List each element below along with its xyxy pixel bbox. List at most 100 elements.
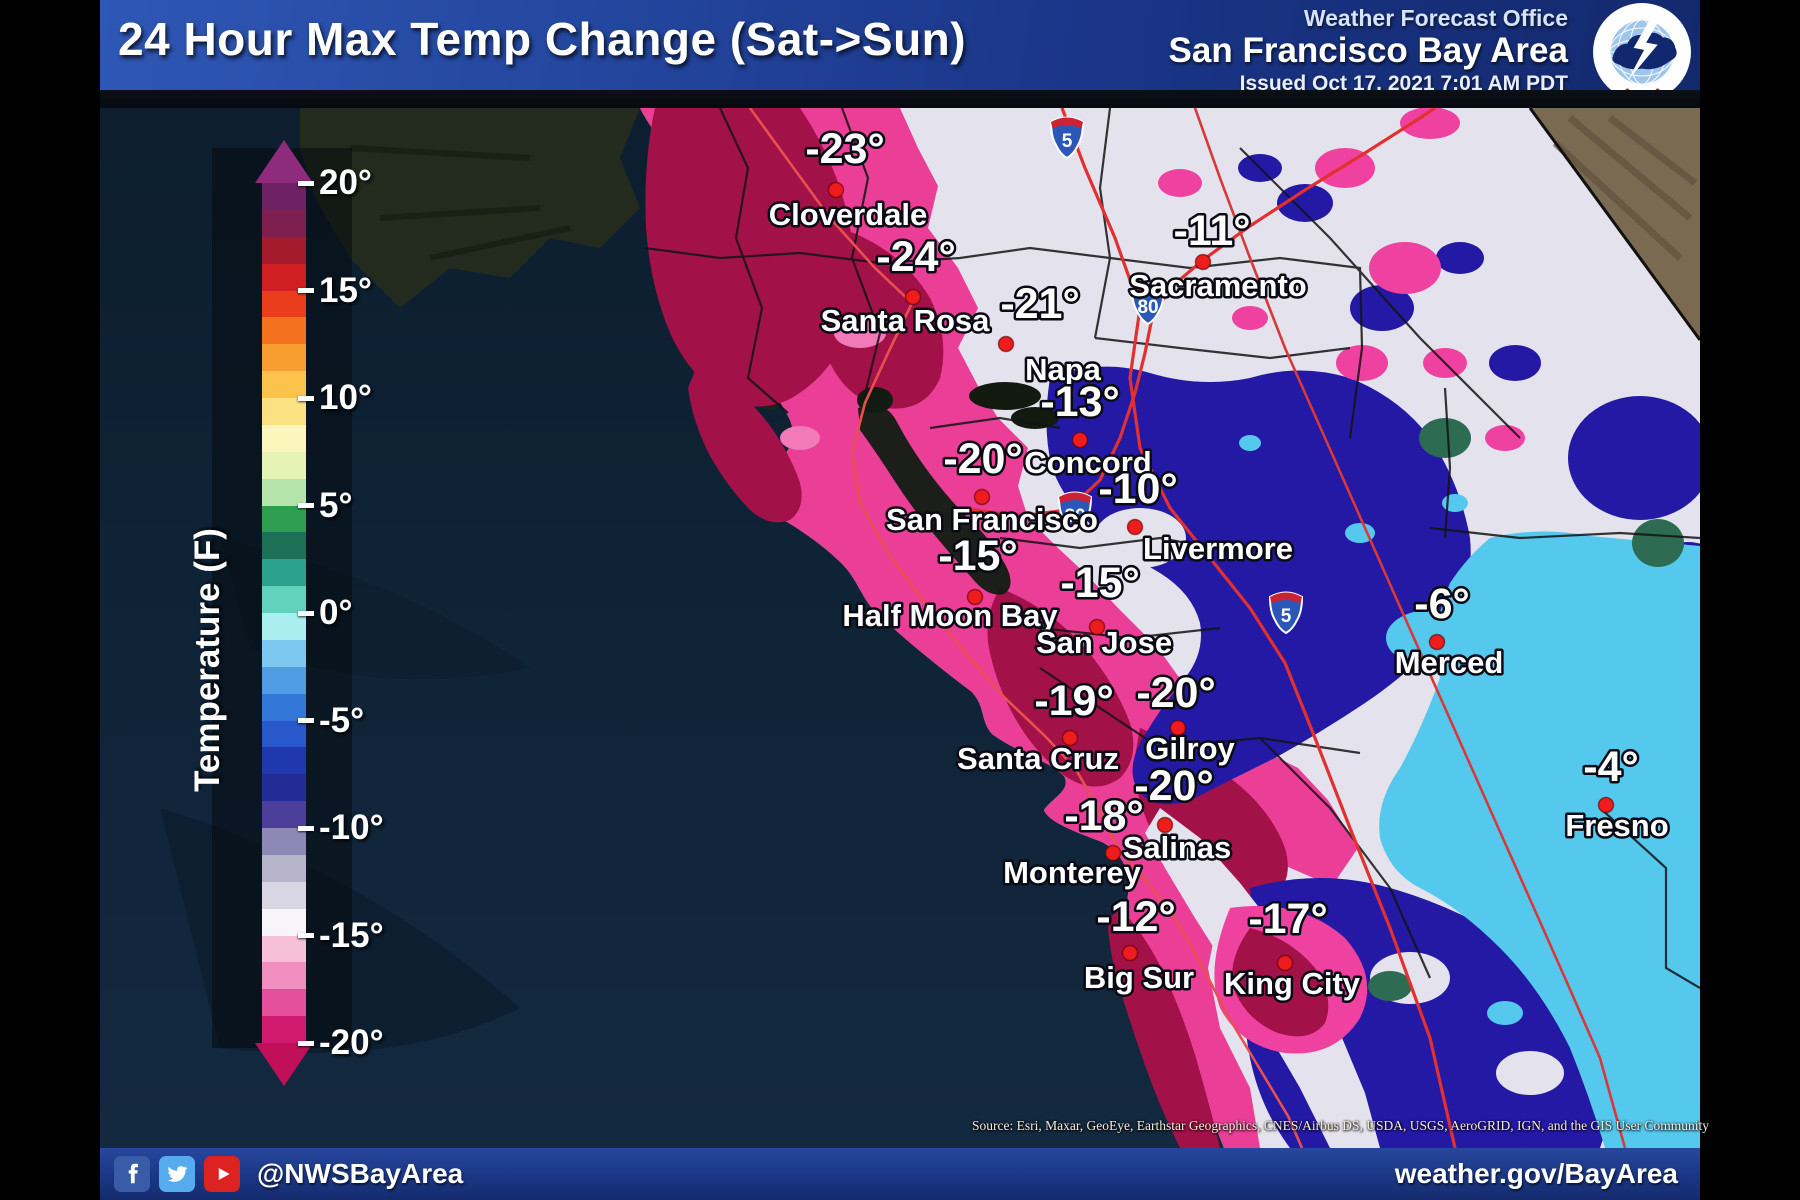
footer-bar: @NWSBayArea weather.gov/BayArea (100, 1148, 1700, 1200)
king-city-crimson (1232, 928, 1329, 1037)
social-handle: @NWSBayArea (257, 1158, 464, 1189)
city-name: Big Sur (1084, 960, 1194, 995)
city-value: -6° (1414, 580, 1469, 628)
scale-tick: -5° (298, 700, 364, 742)
scale-tick: 0° (298, 592, 352, 634)
tick-label: 20° (319, 163, 372, 202)
tick-mark (298, 610, 314, 616)
city-marker-gilroy: -20° Gilroy (1134, 667, 1238, 769)
tick-mark (298, 395, 314, 401)
scale-band (262, 613, 306, 640)
city-marker-salinas: -20° Salinas (1120, 760, 1234, 868)
svg-text:80: 80 (1137, 297, 1158, 318)
city-marker-big-sur: -12° Big Sur (1081, 891, 1196, 998)
interstate-5-route (1060, 107, 1457, 1149)
city-name: Livermore (1143, 531, 1293, 566)
terrain-northwest (300, 108, 640, 308)
highway-99-route (1193, 107, 1627, 1149)
city-value: -21° (1000, 280, 1079, 328)
city-marker-fresno: -4° Fresno (1563, 741, 1671, 846)
scale-tick: -10° (298, 807, 384, 849)
city-name: Merced (1395, 645, 1504, 680)
scale-band (262, 344, 306, 372)
scale-band (262, 693, 306, 721)
tick-mark (298, 503, 314, 508)
city-name: Santa Cruz (957, 741, 1119, 776)
city-value: -18° (1064, 792, 1143, 840)
tick-mark (298, 718, 314, 723)
city-name: Cloverdale (769, 197, 928, 232)
city-name: Sacramento (1129, 268, 1306, 303)
interstate-80-shield: 80 (1057, 491, 1093, 535)
scale-band (262, 774, 306, 802)
city-marker-livermore: -10° Livermore (1096, 463, 1296, 569)
city-marker-san-francisco: -20° San Francisco (884, 433, 1101, 540)
youtube-icon (204, 1156, 240, 1192)
scale-band (262, 424, 306, 452)
city-dot (1061, 729, 1079, 747)
cyan-region (1379, 531, 1700, 1148)
city-dot (1071, 431, 1089, 449)
city-value: -23° (805, 125, 884, 173)
city-name: San Francisco (886, 502, 1098, 537)
sf-bay-water (858, 405, 1011, 595)
scale-band (262, 209, 306, 237)
scale-band (262, 828, 306, 855)
city-value: -15° (1060, 559, 1139, 607)
city-marker-half-moon-bay: -15° Half Moon Bay (840, 530, 1061, 636)
city-dot (1104, 844, 1122, 862)
city-dot (1121, 944, 1139, 962)
scale-colorbar (262, 183, 306, 1043)
city-value: -17° (1248, 895, 1327, 943)
interstate-5-shield: 5 (1049, 116, 1085, 160)
city-name: Concord (1024, 445, 1151, 480)
tick-label: -15° (319, 915, 384, 955)
city-value: -4° (1583, 743, 1638, 791)
svg-text:5: 5 (1281, 606, 1292, 627)
scale-band (262, 666, 306, 694)
interstate-5-shield: 5 (1268, 591, 1304, 635)
city-dot (827, 181, 845, 199)
temperature-scale: 20° 15° 10° 5° 0° -5° -10° -15° -20° (240, 140, 490, 1090)
pink-light-patch (780, 426, 820, 450)
delta-dark (1011, 407, 1059, 429)
state-border (1528, 107, 1702, 341)
scale-band (262, 908, 306, 936)
weather-map: 5 80 80 5 -23° Cloverdale -24° Santa Rosa -21° N… (100, 106, 1728, 1149)
city-dot (1276, 954, 1294, 972)
region-line: San Francisco Bay Area (1168, 31, 1568, 71)
city-value: -20° (1136, 669, 1215, 717)
scale-tick: 20° (298, 162, 372, 204)
header-office-block: Weather Forecast Office San Francisco Ba… (1169, 5, 1568, 96)
city-value: -20° (943, 435, 1022, 483)
scale-tick: 15° (298, 270, 372, 312)
city-marker-napa: -21° Napa (997, 278, 1104, 390)
city-name: Half Moon Bay (842, 598, 1058, 633)
tick-mark (298, 825, 314, 831)
map-svg: 5 80 80 5 -23° Cloverdale-24° Santa Rosa -21° N… (100, 106, 1728, 1149)
city-dot (904, 288, 922, 306)
website-url: weather.gov/BayArea (1394, 1158, 1678, 1189)
scale-arrow-down (255, 1043, 313, 1086)
scale-band (262, 478, 306, 506)
city-value: -20° (1134, 762, 1213, 810)
city-value: -15° (938, 532, 1017, 580)
city-name: Salinas (1123, 830, 1232, 865)
city-value: -24° (876, 233, 955, 281)
city-marker-san-jose: -15° San Jose (1033, 557, 1174, 663)
scale-tick: -20° (298, 1022, 384, 1064)
city-marker-king-city: -17° King City (1221, 893, 1363, 1004)
city-dot (1194, 253, 1212, 271)
city-value: -19° (1034, 677, 1113, 725)
city-value: -11° (1174, 207, 1251, 255)
scale-tick: 10° (298, 377, 372, 419)
scale-band (262, 989, 306, 1017)
tick-label: 15° (319, 270, 372, 310)
scale-band (262, 854, 306, 882)
scale-band (262, 290, 306, 318)
scale-band (262, 559, 306, 587)
delta-dark (969, 382, 1041, 410)
city-marker-sacramento: -11° Sacramento (1127, 205, 1309, 306)
city-labels: -23° Cloverdale-24° Santa Rosa -21° Napa -11°… (766, 123, 1671, 1004)
city-marker-merced: -6° Merced (1392, 578, 1506, 683)
